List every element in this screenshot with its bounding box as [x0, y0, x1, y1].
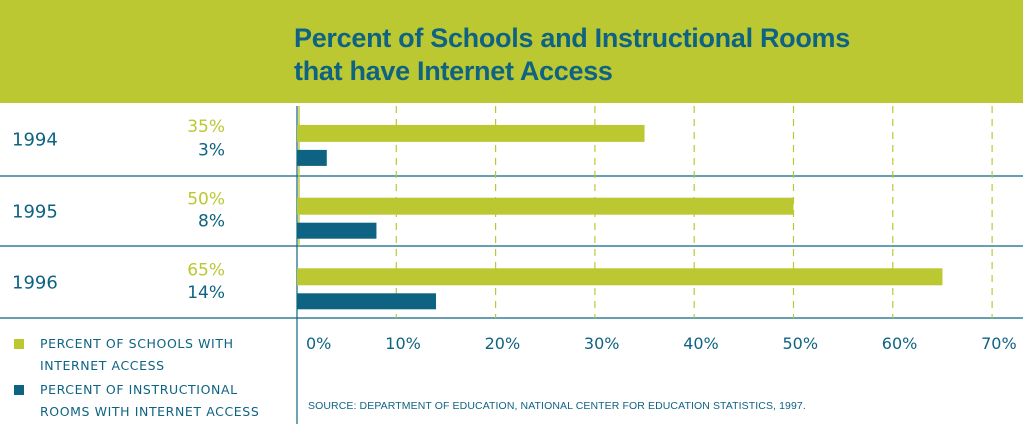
legend-item-schools: PERCENT OF SCHOOLS WITH INTERNET ACCESS [14, 333, 294, 377]
data-label-rooms: 14% [187, 283, 225, 303]
data-label-rooms: 3% [198, 141, 225, 161]
bar-rooms [297, 149, 327, 166]
legend-label-rooms-line-2: ROOMS WITH INTERNET ACCESS [40, 404, 260, 419]
legend-swatch-schools [14, 339, 24, 349]
data-label-schools: 65% [187, 260, 225, 280]
bar-rooms [297, 293, 437, 310]
category-label: 1995 [12, 202, 58, 223]
bar-schools [297, 268, 943, 286]
bar-schools [297, 124, 645, 142]
legend-swatch-rooms [14, 385, 24, 395]
chart-title-line-2: that have Internet Access [294, 56, 613, 86]
x-tick-label: 0% [306, 334, 331, 353]
legend-label-schools-line-2: INTERNET ACCESS [40, 358, 165, 373]
chart-title: Percent of Schools and Instructional Roo… [294, 22, 850, 88]
x-tick-label: 10% [385, 334, 421, 353]
bar-schools [297, 197, 794, 215]
data-label-schools: 50% [187, 190, 225, 210]
legend-item-rooms: PERCENT OF INSTRUCTIONAL ROOMS WITH INTE… [14, 379, 294, 423]
data-label-schools: 35% [187, 117, 225, 137]
legend-label-rooms-line-1: PERCENT OF INSTRUCTIONAL [40, 382, 238, 397]
category-label: 1994 [12, 130, 58, 151]
chart-header [0, 0, 1023, 103]
data-label-rooms: 8% [198, 212, 225, 232]
category-label: 1996 [12, 273, 58, 294]
x-tick-label: 40% [683, 334, 719, 353]
chart-title-line-1: Percent of Schools and Instructional Roo… [294, 23, 850, 53]
bar-rooms [297, 222, 377, 239]
x-tick-label: 20% [485, 334, 521, 353]
x-tick-label: 70% [981, 334, 1017, 353]
x-tick-label: 30% [584, 334, 620, 353]
chart-legend: PERCENT OF SCHOOLS WITH INTERNET ACCESS … [14, 333, 294, 423]
source-note: SOURCE: DEPARTMENT OF EDUCATION, NATIONA… [308, 400, 806, 412]
x-tick-label: 50% [783, 334, 819, 353]
x-tick-label: 60% [882, 334, 918, 353]
legend-label-schools-line-1: PERCENT OF SCHOOLS WITH [40, 336, 234, 351]
